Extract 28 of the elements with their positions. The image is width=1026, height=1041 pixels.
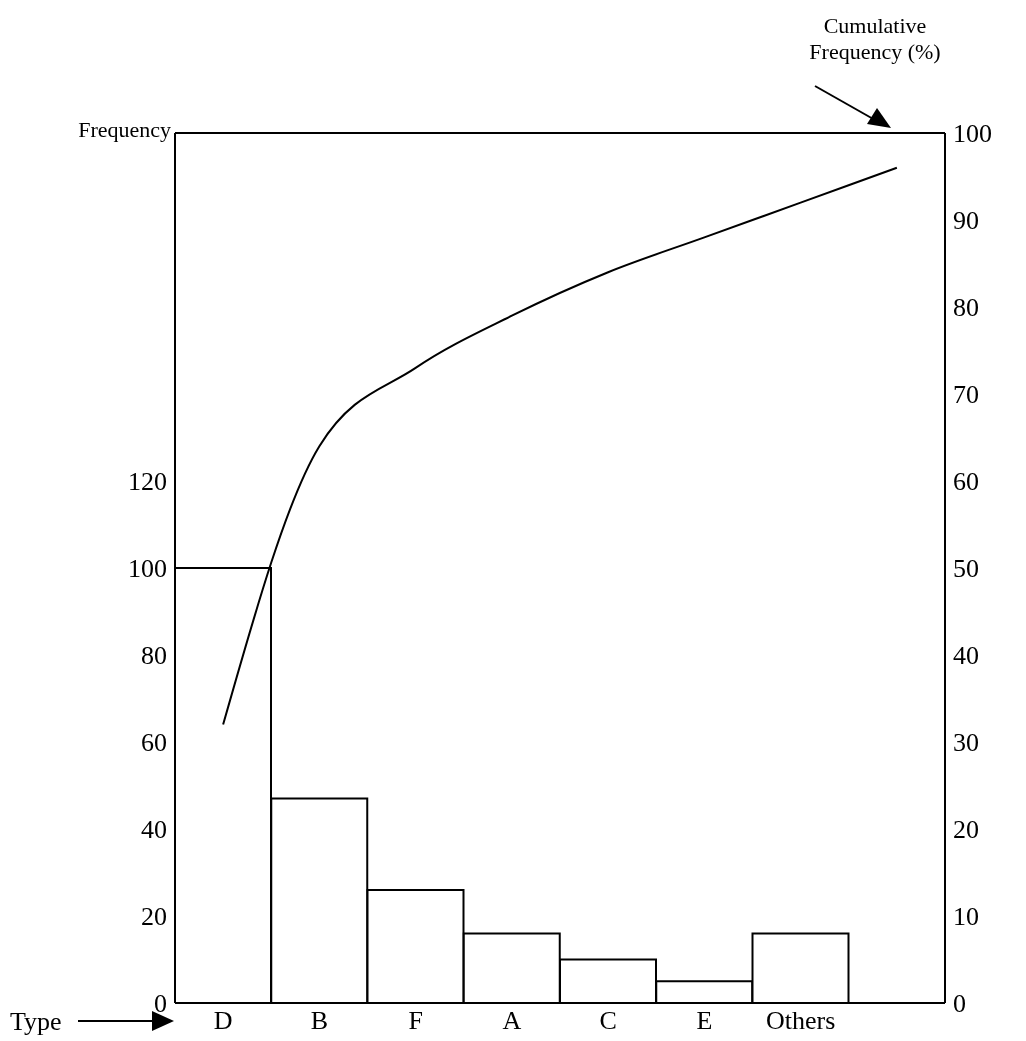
y-tick-label: 40: [141, 815, 167, 845]
y2-tick-label: 50: [953, 554, 979, 584]
y2-tick-label: 20: [953, 815, 979, 845]
y-tick-label: 60: [141, 728, 167, 758]
y-tick-label: 100: [128, 554, 167, 584]
y-tick-label: 120: [128, 467, 167, 497]
y2-axis-title: Cumulative Frequency (%): [808, 13, 942, 65]
y2-tick-label: 100: [953, 119, 992, 149]
x-tick-label: C: [599, 1006, 617, 1036]
x-axis-title: Type: [10, 1007, 62, 1037]
y2-tick-label: 90: [953, 206, 979, 236]
y2-tick-label: 80: [953, 293, 979, 323]
y-tick-label: 0: [154, 989, 167, 1019]
y-tick-label: 20: [141, 902, 167, 932]
x-tick-label: B: [310, 1006, 329, 1036]
y2-tick-label: 60: [953, 467, 979, 497]
y-axis-title: Frequency: [78, 117, 171, 143]
y2-tick-label: 70: [953, 380, 979, 410]
x-tick-label: F: [408, 1006, 423, 1036]
y2-tick-label: 10: [953, 902, 979, 932]
y2-tick-label: 40: [953, 641, 979, 671]
x-tick-label: E: [696, 1006, 713, 1036]
y-tick-label: 80: [141, 641, 167, 671]
y2-tick-label: 30: [953, 728, 979, 758]
x-tick-label: D: [213, 1006, 233, 1036]
x-tick-label: Others: [765, 1006, 836, 1036]
x-tick-label: A: [502, 1006, 522, 1036]
y2-tick-label: 0: [953, 989, 966, 1019]
